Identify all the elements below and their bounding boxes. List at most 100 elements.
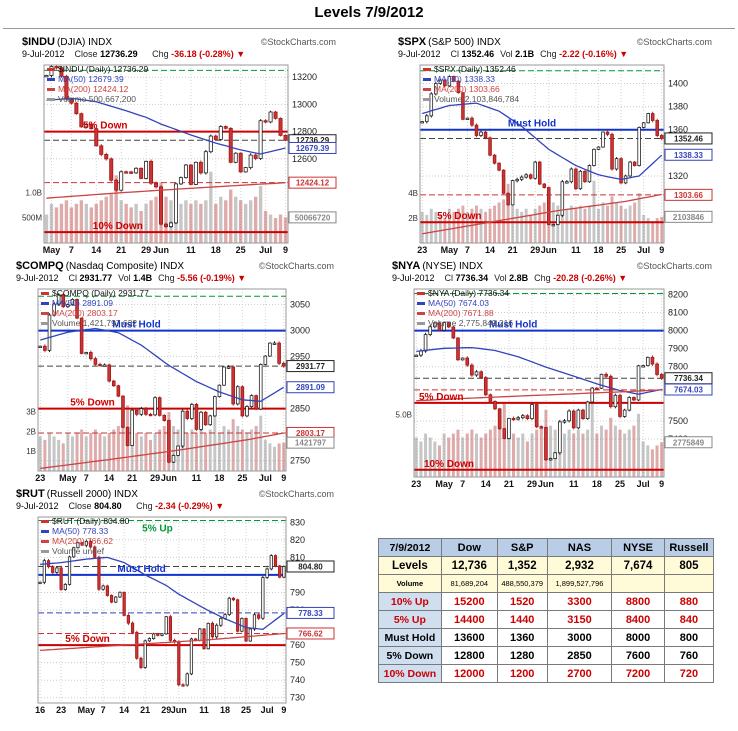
svg-text:2750: 2750 [290,456,310,466]
quote-date: 9-Jul-2012 [398,49,441,59]
ticker-symbol: $SPX [398,36,427,48]
vol-label: Vol [118,273,131,283]
table-value-cell: 1440 [496,610,548,629]
svg-text:7900: 7900 [668,344,688,354]
stockcharts-credit: ©StockCharts.com [636,37,712,47]
svg-text:Jul: Jul [261,705,274,715]
level-labels: Must Hold 5% Down [437,119,556,222]
svg-text:Jun: Jun [153,245,169,255]
svg-text:8200: 8200 [668,289,688,299]
down-arrow-icon: ▼ [236,49,246,59]
ma200-line [46,182,286,199]
close-label: Cl [68,273,78,283]
level-lines [414,293,664,471]
chart-indu: $INDU (DJIA) INDX ©StockCharts.com 9-Jul… [20,36,338,256]
svg-text:18: 18 [211,245,221,255]
svg-text:5% Down: 5% Down [65,634,109,645]
table-value-cell [663,574,715,593]
table-value-cell: 1520 [496,592,548,611]
ticker-symbol: $INDU [22,36,56,48]
chg-value: -36.18 (-0.28%) [171,49,234,59]
svg-text:Jun: Jun [161,473,177,483]
svg-text:730: 730 [290,693,305,703]
table-row: Must Hold 13600 1360 3000 8000 800 [378,628,715,647]
table-row: 10% Up 15200 1520 3300 8800 880 [378,592,715,611]
candlesticks [44,65,288,229]
ma50-line [46,97,286,155]
svg-text:7: 7 [69,245,74,255]
axis-labels: 13200 13000 12800 12600 May 7 14 21 29 Jun 11 18 25 J… [22,72,317,255]
svg-text:12736.29: 12736.29 [296,136,330,145]
table-value-cell: 1,899,527,796 [546,574,613,593]
table-value-cell: 2700 [546,664,613,683]
table-value-cell: 3300 [546,592,613,611]
table-value-cell: 3000 [546,628,613,647]
table-value-cell: 488,550,379 [496,574,548,593]
axis-labels: 820081008000790078007500740023May7142129… [396,289,689,489]
level-labels: Must Hold 5% Down [70,320,160,409]
table-value-cell: 8000 [611,628,665,647]
svg-text:1421797: 1421797 [295,439,327,448]
svg-text:29: 29 [150,473,160,483]
ticker-symbol: $COMPQ [16,260,64,272]
svg-text:12679.39: 12679.39 [296,144,330,153]
svg-text:Must Hold: Must Hold [489,320,537,331]
svg-text:1338.33: 1338.33 [674,151,703,160]
down-arrow-icon: ▼ [215,501,225,511]
table-value-cell: 15200 [440,592,498,611]
close-value: 7736.34 [455,273,489,283]
table-row: 5% Up 14400 1440 3150 8400 840 [378,610,715,629]
vol-value: 2.1B [515,49,535,59]
svg-text:778.33: 778.33 [298,609,323,618]
chart-header: $COMPQ (Nasdaq Composite) INDX ©StockCha… [14,260,336,273]
vol-value: 1.4B [133,273,153,283]
table-value-cell: 12000 [440,664,498,683]
down-arrow-icon: ▼ [618,273,628,283]
chg-label: Chg [534,273,551,283]
svg-text:7: 7 [460,479,465,489]
svg-text:23: 23 [56,705,66,715]
table-value-cell: 880 [663,592,715,611]
table-row: 10% Down 12000 1200 2700 7200 720 [378,664,715,683]
svg-text:11: 11 [569,479,579,489]
svg-text:1303.66: 1303.66 [674,191,703,200]
chart-header: $NYA (NYSE) INDX ©StockCharts.com [390,260,714,273]
vol-label: Vol [494,273,507,283]
svg-text:21: 21 [116,245,126,255]
table-value-cell: 13600 [440,628,498,647]
plot-area: 13200 13000 12800 12600 May 7 14 21 29 Jun 11 18 25 J… [20,61,338,256]
svg-text:May: May [43,245,61,255]
level-labels: 5% Down 10% Down [83,121,143,233]
levels-table-wrap: 7/9/2012 Dow S&P NAS NYSE Russell Levels 12,736… [378,538,715,683]
ma50-line [40,327,285,402]
svg-text:May: May [78,705,96,715]
price-chart-svg: 1400 1380 1360 1320 23 May 7 14 21 29 Jun 11 18 25 Jul… [408,64,713,255]
table-row: 5% Down 12800 1280 2850 7600 760 [378,646,715,665]
svg-text:29: 29 [527,479,537,489]
table-header-row: 7/9/2012 Dow S&P NAS NYSE Russell [378,538,715,557]
level-lines [420,70,664,224]
svg-text:21: 21 [504,479,514,489]
svg-text:13200: 13200 [292,72,317,82]
price-labels: 804.80 778.33 766.62 [286,560,335,640]
chg-label: Chg [540,49,557,59]
table-value-cell: 1360 [496,628,548,647]
svg-text:2103846: 2103846 [673,213,705,222]
axis-labels: 3050 3000 2950 2850 2750 23 May 7 14 21 29 Jun 11 18 2… [26,300,310,483]
svg-text:29: 29 [161,705,171,715]
row-label-cell: 10% Down [378,664,442,683]
svg-text:820: 820 [290,535,305,545]
close-value: 2931.77 [79,273,113,283]
svg-text:18: 18 [214,473,224,483]
svg-text:3050: 3050 [290,300,310,310]
row-label-cell: Levels [378,556,442,575]
level-labels: Must Hold 5% Down 10% Down [419,320,537,470]
table-header-cell: NYSE [611,538,665,557]
title-rule [3,28,735,29]
svg-text:Jun: Jun [541,245,557,255]
ticker-name: (DJIA) INDX [57,37,113,48]
quote-date: 9-Jul-2012 [16,273,59,283]
table-value-cell: 760 [663,646,715,665]
ticker-name: (NYSE) INDX [422,261,483,272]
